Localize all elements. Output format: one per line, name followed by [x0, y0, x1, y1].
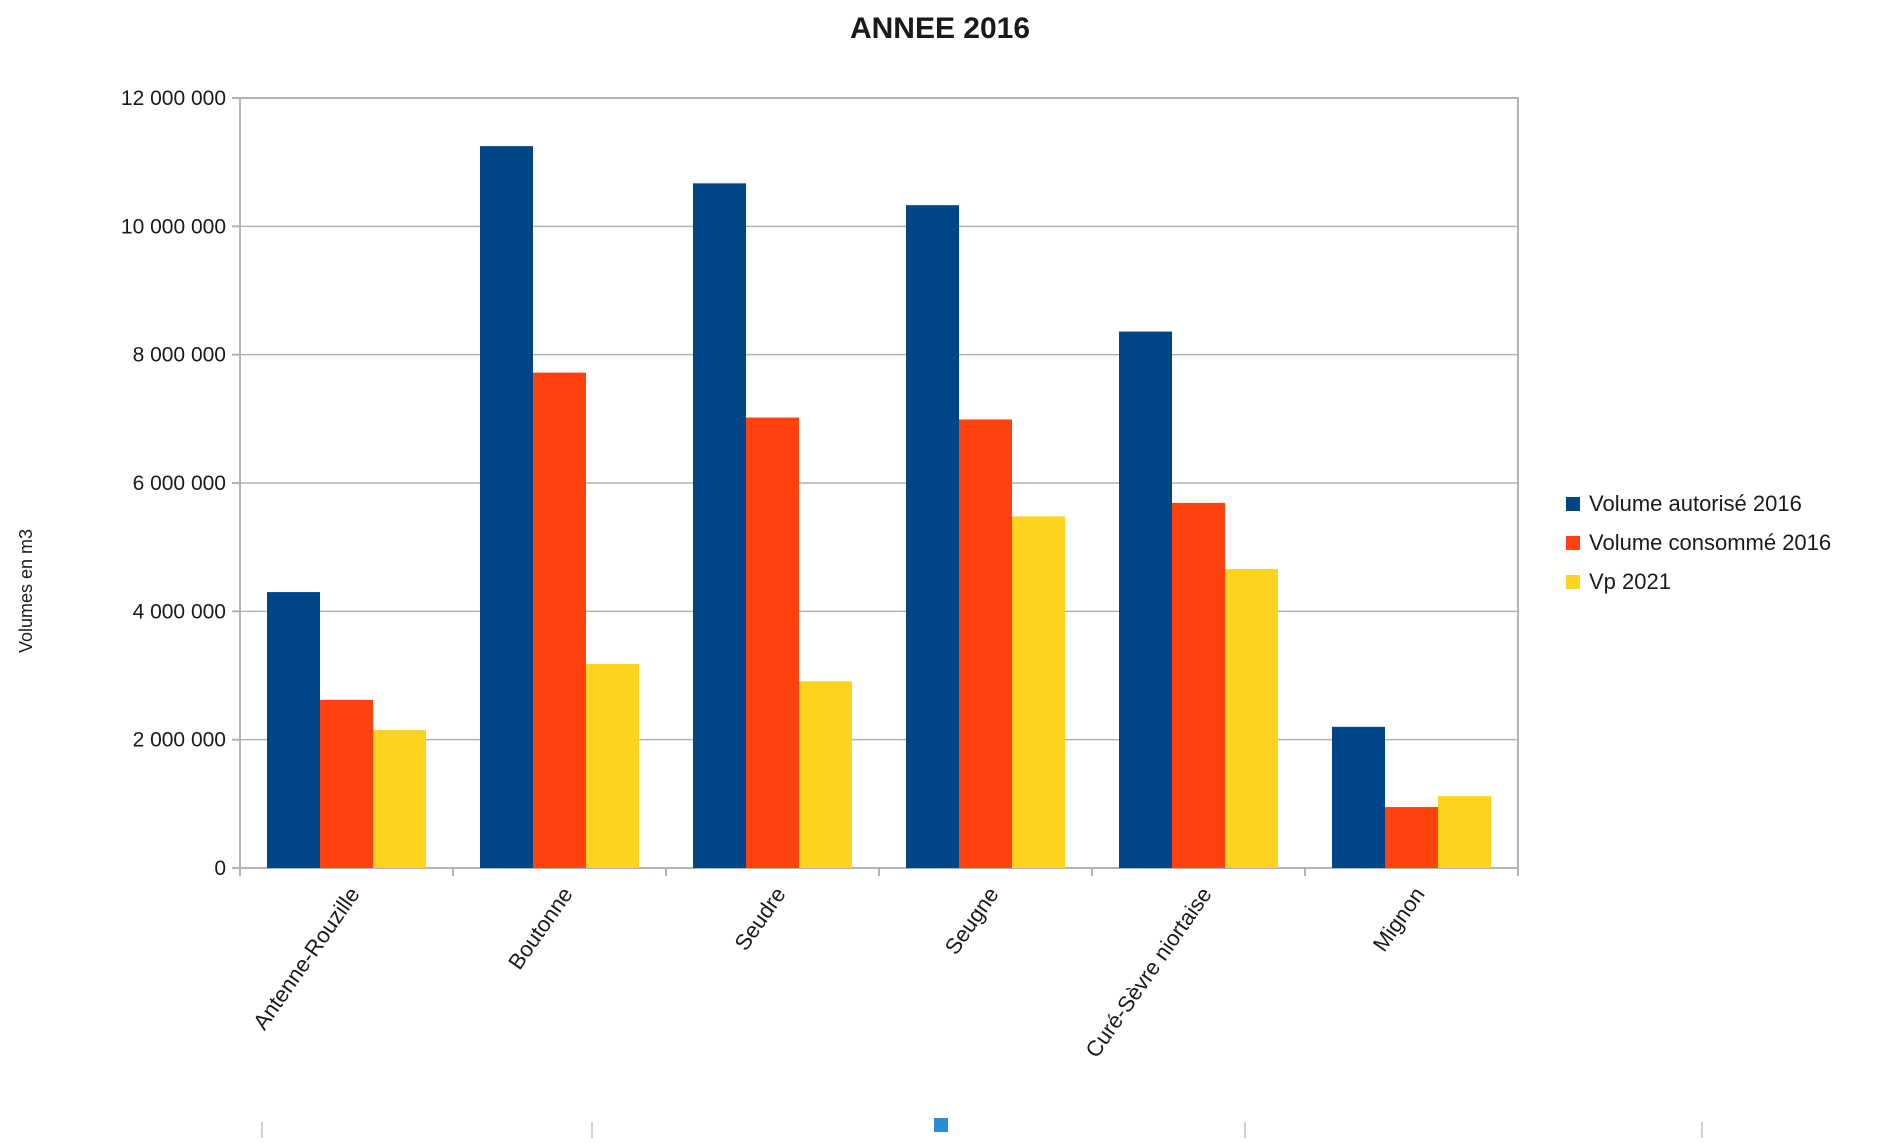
chart-title: ANNEE 2016 [850, 12, 1030, 45]
bar[interactable] [373, 730, 426, 868]
bar[interactable] [693, 183, 746, 868]
bar[interactable] [1332, 726, 1385, 868]
bar[interactable] [906, 205, 959, 869]
x-tick-label: Seugne [940, 883, 1004, 959]
legend: Volume autorisé 2016 Volume consommé 2016… [1566, 491, 1831, 594]
bar[interactable] [320, 699, 373, 868]
bar[interactable] [1225, 568, 1278, 868]
y-tick-label: 12 000 000 [121, 87, 226, 110]
bar[interactable] [586, 663, 639, 868]
y-tick-label: 8 000 000 [133, 344, 226, 367]
bar[interactable] [1385, 807, 1438, 868]
legend-label: Volume consommé 2016 [1589, 530, 1831, 555]
bar[interactable] [1119, 331, 1172, 869]
y-tick-label: 6 000 000 [133, 472, 226, 495]
bar[interactable] [1012, 516, 1065, 868]
y-tick-label: 0 [214, 857, 226, 880]
legend-label: Volume autorisé 2016 [1589, 491, 1802, 516]
y-axis-ticks: 0 2 000 000 4 000 000 6 000 000 8 000 000 10 … [121, 87, 240, 880]
x-axis-ticks: Antenne-Rouzille Boutonne Seudre Seugne Curé… [239, 868, 1519, 1063]
bar[interactable] [1172, 502, 1225, 868]
legend-swatch [1566, 497, 1580, 511]
gridlines [239, 97, 1519, 869]
x-tick-label: Seudre [729, 883, 790, 955]
bar[interactable] [480, 146, 533, 868]
legend-swatch [1566, 536, 1580, 550]
bar[interactable] [959, 419, 1012, 868]
footer-strip [261, 1118, 1703, 1138]
x-tick-label: Boutonne [503, 883, 578, 975]
y-tick-label: 2 000 000 [133, 729, 226, 752]
selection-handle-icon[interactable] [934, 1118, 948, 1132]
x-tick-label: Mignon [1368, 883, 1430, 956]
bar[interactable] [799, 681, 852, 868]
legend-swatch [1566, 575, 1580, 589]
bar[interactable] [746, 417, 799, 868]
y-tick-label: 4 000 000 [133, 600, 226, 623]
bars [267, 146, 1491, 869]
bar[interactable] [267, 592, 320, 868]
bar[interactable] [533, 372, 586, 868]
y-axis-label: Volumes en m3 [16, 529, 36, 653]
legend-label: Vp 2021 [1589, 569, 1671, 594]
bar[interactable] [1438, 796, 1491, 868]
x-tick-label: Antenne-Rouzille [248, 883, 365, 1035]
x-tick-label: Curé-Sèvre niortaise [1080, 883, 1216, 1063]
y-tick-label: 10 000 000 [121, 215, 226, 238]
